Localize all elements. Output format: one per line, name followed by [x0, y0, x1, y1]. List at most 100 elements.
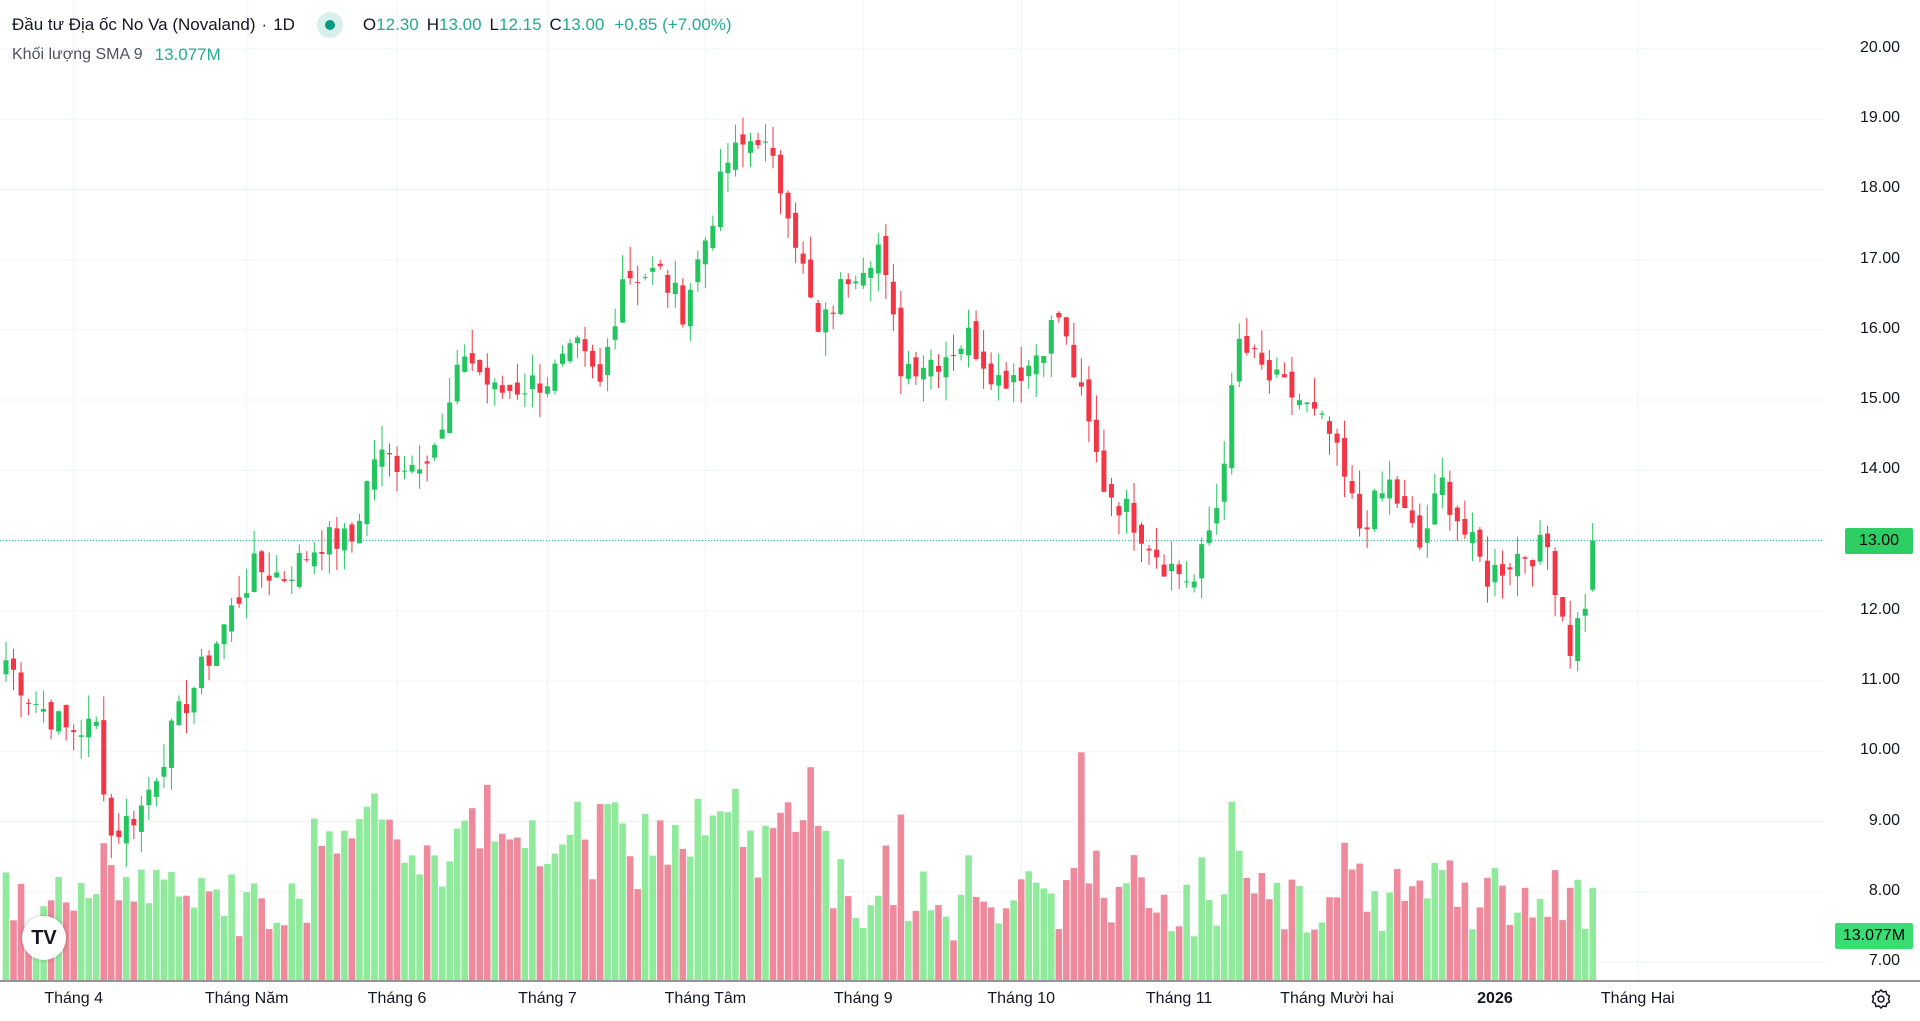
candle: [522, 373, 528, 408]
candle-body: [11, 658, 17, 670]
volume-bar: [506, 839, 514, 980]
candle-body: [575, 337, 581, 344]
candle-body: [3, 660, 9, 675]
candle: [499, 375, 505, 399]
volume-bar: [1085, 883, 1093, 980]
candle: [153, 777, 159, 807]
candle-body: [650, 267, 656, 272]
candle: [11, 648, 17, 691]
volume-bar: [1032, 882, 1040, 980]
candle-body: [1507, 567, 1513, 570]
volume-bar: [1536, 899, 1544, 980]
candle-body: [63, 705, 69, 728]
candle: [680, 278, 686, 328]
volume-bar: [1213, 925, 1221, 980]
candle-body: [672, 282, 678, 295]
candle-body: [206, 655, 212, 666]
volume-bar: [897, 814, 905, 980]
volume-bar: [514, 837, 521, 980]
volume-bar: [619, 823, 626, 980]
candle: [1266, 350, 1272, 394]
price-tick-label: 9.00: [1868, 811, 1900, 829]
candle: [176, 695, 182, 727]
volume-bar: [1499, 885, 1506, 980]
volume-bar: [70, 910, 77, 980]
candle: [1078, 358, 1084, 396]
candle-body: [1552, 551, 1558, 596]
volume-bar: [965, 855, 972, 980]
candle-body: [251, 553, 257, 592]
volume-bar: [1303, 932, 1311, 980]
candle: [1086, 366, 1092, 443]
volume-bar: [438, 886, 446, 980]
candle: [958, 345, 964, 361]
volume-bar: [641, 813, 649, 980]
volume-bar: [1047, 893, 1055, 980]
candle-body: [657, 263, 663, 267]
volume-bar: [679, 848, 687, 980]
volume-bar: [363, 806, 371, 980]
candle-body: [612, 326, 618, 340]
candle-body: [507, 384, 513, 392]
candle-body: [890, 281, 896, 315]
candle-body: [1304, 402, 1310, 405]
candle-body: [717, 171, 723, 228]
candle: [1251, 344, 1257, 359]
candle: [830, 305, 836, 330]
candle: [274, 555, 280, 578]
candle-body: [214, 643, 220, 666]
volume-bar: [1454, 906, 1461, 980]
candle-body: [883, 235, 889, 275]
candle: [605, 338, 611, 392]
candle-body: [875, 244, 881, 274]
tradingview-logo[interactable]: TV: [22, 916, 66, 960]
candle: [484, 353, 490, 404]
volume-bar: [1371, 891, 1378, 980]
candle: [454, 349, 460, 405]
candle-body: [1056, 312, 1062, 318]
candle-body: [499, 385, 505, 393]
candle: [747, 132, 753, 168]
candle: [1281, 362, 1287, 378]
candle-body: [1327, 421, 1333, 434]
candle-body: [1011, 375, 1017, 383]
volume-bar: [250, 883, 258, 980]
volume-bar: [499, 833, 506, 980]
volume-bar: [566, 834, 574, 980]
volume-indicator-label[interactable]: Khối lượng SMA 9: [12, 46, 143, 63]
market-status-icon[interactable]: [316, 12, 343, 38]
price-tick-label: 20.00: [1859, 39, 1900, 56]
candle: [1402, 479, 1408, 509]
volume-bar: [386, 819, 393, 980]
candle: [311, 542, 317, 575]
candle-body: [311, 552, 317, 567]
candle: [1244, 318, 1250, 356]
candle-body: [1199, 544, 1205, 579]
volume-bar: [1243, 877, 1251, 980]
candle: [86, 695, 92, 758]
volume-bar: [220, 916, 228, 980]
interval-label[interactable]: 1D: [273, 15, 295, 34]
candle: [725, 143, 731, 192]
volume-bar: [844, 896, 852, 980]
candle-body: [1236, 338, 1242, 382]
candle-body: [183, 704, 189, 714]
candle-body: [1567, 624, 1573, 656]
candle-body: [1063, 317, 1069, 337]
volume-bar: [160, 879, 168, 980]
volume-bar: [709, 815, 717, 980]
candle: [1131, 483, 1137, 551]
volume-bar: [529, 820, 536, 980]
candle: [597, 348, 603, 387]
candle-body: [1003, 370, 1009, 389]
settings-icon[interactable]: [1870, 988, 1892, 1010]
symbol-title[interactable]: Đầu tư Địa ốc No Va (Novaland): [12, 15, 256, 34]
candle-body: [1319, 413, 1325, 415]
candle-body: [1409, 510, 1415, 523]
volume-bar: [1063, 880, 1070, 980]
candle-body: [304, 559, 310, 561]
candle-body: [1086, 379, 1092, 422]
candle-body: [1394, 479, 1400, 504]
candle-body: [823, 309, 829, 333]
